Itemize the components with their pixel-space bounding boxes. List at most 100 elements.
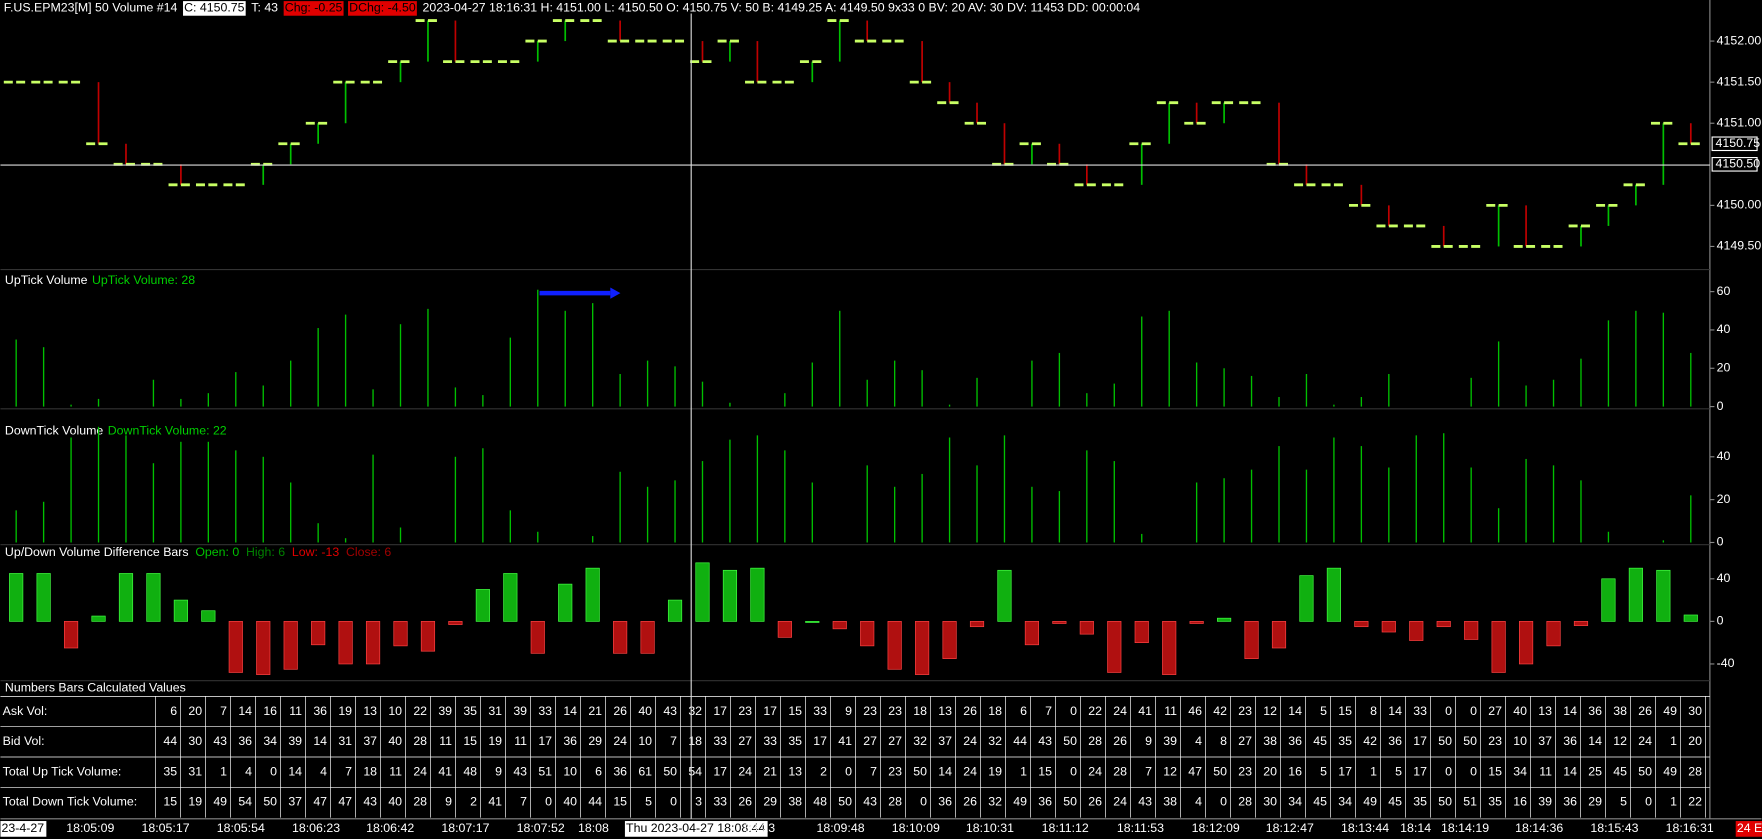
table-cell: 35 [1488,795,1502,809]
table-cell: 45 [1313,795,1327,809]
table-cell: 15 [1338,704,1352,718]
table-cell: 3 [695,795,702,809]
header-box [348,1,417,16]
table-cell: 50 [663,764,677,778]
time-highlight [0,821,47,837]
table-cell: 33 [538,704,552,718]
table-cell: 27 [1488,704,1502,718]
table-cell: 41 [838,734,852,748]
table-cell: 38 [1613,704,1627,718]
table-cell: 18 [688,734,702,748]
table-cell: 18 [363,764,377,778]
table-cell: 36 [1038,795,1052,809]
table-cell: 36 [938,795,952,809]
table-cell: 0 [1070,764,1077,778]
time-label: 18:06:42 [366,821,414,835]
table-cell: 42 [1363,734,1377,748]
time-label: 18:12:47 [1266,821,1314,835]
table-cell: 39 [438,704,452,718]
table-cell: 38 [1163,795,1177,809]
row-label: Total Down Tick Volume: [3,795,137,809]
difference-bar [667,599,683,622]
table-cell: 23 [888,764,902,778]
table-cell: 7 [520,795,527,809]
table-cell: 36 [1588,704,1602,718]
table-cell: 44 [1013,734,1027,748]
y-tick-label: 20 [1717,361,1731,375]
table-cell: 25 [1588,764,1602,778]
table-cell: 14 [313,734,327,748]
table-cell: 8 [1220,734,1227,748]
table-cell: 14 [1388,704,1402,718]
table-cell: 43 [1138,795,1152,809]
table-cell: 1 [220,764,227,778]
table-cell: 37 [1538,734,1552,748]
table-cell: 7 [870,764,877,778]
table-cell: 32 [988,734,1002,748]
table-cell: 28 [1688,764,1702,778]
table-cell: 20 [188,704,202,718]
table-cell: 22 [413,704,427,718]
difference-bar [1052,621,1067,624]
table-cell: 0 [1645,795,1652,809]
panel-readout: UpTick Volume: 28 [92,273,195,287]
table-cell: 5 [1320,704,1327,718]
table-cell: 28 [1238,795,1252,809]
table-cell: 15 [788,704,802,718]
table-cell: 49 [213,795,227,809]
table-cell: 24 [1638,734,1652,748]
difference-bar [1656,569,1671,622]
table-cell: 8 [1370,704,1377,718]
table-cell: 29 [588,734,602,748]
table-cell: 49 [1013,795,1027,809]
table-cell: 27 [863,734,877,748]
time-label: 18:12:09 [1192,821,1240,835]
table-cell: 35 [463,704,477,718]
table-cell: 30 [188,734,202,748]
table-cell: 33 [1413,704,1427,718]
header-box [183,1,246,16]
table-cell: 14 [563,704,577,718]
price-marker-label: 4150.75 [1716,136,1761,150]
table-cell: 24 [963,764,977,778]
table-cell: 11 [1539,764,1552,778]
table-cell: 14 [288,764,302,778]
table-cell: 23 [863,704,877,718]
table-cell: 41 [438,764,452,778]
table-cell: 2 [470,795,477,809]
difference-bar [1107,621,1122,673]
table-cell: 32 [913,734,927,748]
price-marker-label: 4150.50 [1716,157,1761,171]
table-cell: 0 [1445,764,1452,778]
table-cell: 4 [1195,795,1202,809]
table-cell: 46 [1188,704,1202,718]
table-cell: 10 [1513,734,1527,748]
table-cell: 24 [963,734,977,748]
table-cell: 1 [1020,764,1027,778]
time-label: 24 E [1737,821,1762,835]
table-cell: 31 [338,734,352,748]
table-cell: 0 [845,764,852,778]
table-cell: 9 [1145,734,1152,748]
table-cell: 54 [688,764,702,778]
table-cell: 17 [713,764,727,778]
table-cell: 14 [1563,704,1577,718]
table-cell: 4 [320,764,327,778]
table-cell: 0 [270,764,277,778]
table-cell: 36 [1563,795,1577,809]
difference-bar [1299,575,1314,622]
difference-bar [942,621,957,659]
difference-bar [36,573,51,622]
price-tick-label: 4150.00 [1717,198,1762,212]
difference-bar [1381,621,1396,633]
table-cell: 6 [170,704,177,718]
table-cell: 10 [638,734,652,748]
table-cell: 39 [288,734,302,748]
difference-bar [1326,567,1341,622]
difference-bar [777,621,792,638]
difference-bar [256,621,271,675]
table-cell: 37 [363,734,377,748]
table-cell: 43 [1038,734,1052,748]
